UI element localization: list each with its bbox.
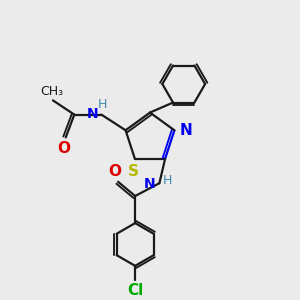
Text: CH₃: CH₃ xyxy=(40,85,63,98)
Text: H: H xyxy=(163,174,172,187)
Text: S: S xyxy=(128,164,139,179)
Text: O: O xyxy=(109,164,122,179)
Text: O: O xyxy=(57,141,70,156)
Text: H: H xyxy=(98,98,107,111)
Text: N: N xyxy=(87,107,98,121)
Text: N: N xyxy=(143,177,155,191)
Text: N: N xyxy=(179,123,192,138)
Text: Cl: Cl xyxy=(127,283,143,298)
